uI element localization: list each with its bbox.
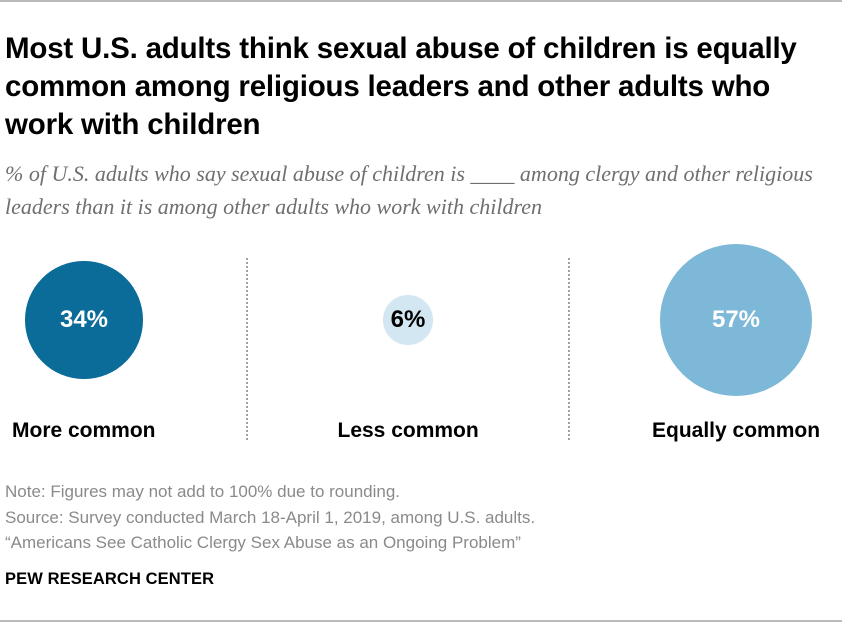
category-label: More common bbox=[12, 419, 156, 442]
source-text: Source: Survey conducted March 18-April … bbox=[5, 508, 536, 527]
bubble-less-common: 6% bbox=[383, 295, 433, 345]
value-label: 57% bbox=[711, 306, 761, 333]
bubble-more-common: 34% bbox=[25, 261, 143, 379]
chart-title: Most U.S. adults think sexual abuse of c… bbox=[5, 32, 797, 141]
chart-subtitle: % of U.S. adults who say sexual abuse of… bbox=[5, 161, 813, 219]
report-title-text: “Americans See Catholic Clergy Sex Abuse… bbox=[5, 533, 521, 552]
column-divider-2 bbox=[568, 258, 570, 440]
value-label: 6% bbox=[390, 305, 426, 333]
pew-research-center-logo: PEW RESEARCH CENTER bbox=[5, 570, 215, 588]
value-label: 34% bbox=[59, 305, 109, 333]
top-rule bbox=[0, 0, 842, 2]
bubble-equally-common: 57% bbox=[660, 244, 812, 396]
bottom-rule bbox=[0, 620, 842, 622]
category-label: Less common bbox=[337, 419, 479, 442]
note-text: Note: Figures may not add to 100% due to… bbox=[5, 482, 401, 501]
category-label: Equally common bbox=[652, 419, 821, 442]
column-divider-1 bbox=[246, 258, 248, 440]
